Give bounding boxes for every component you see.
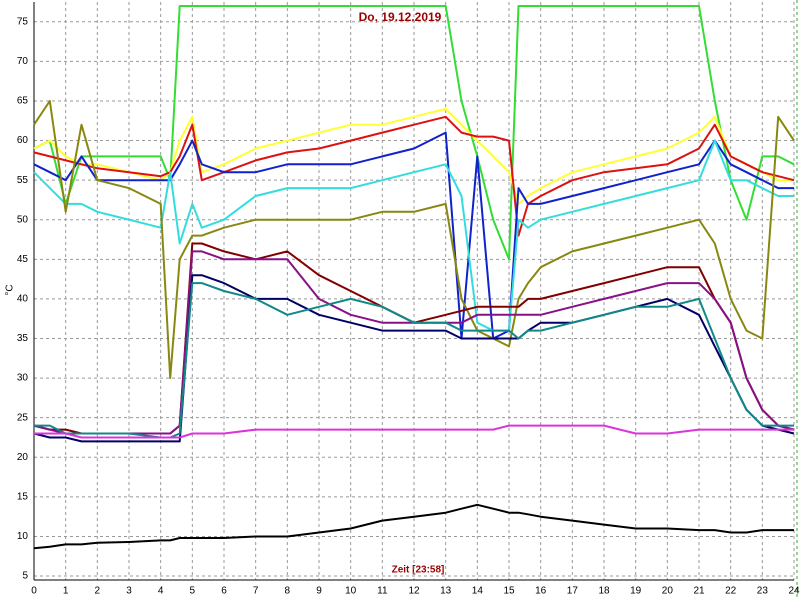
x-tick-label: 1	[63, 586, 69, 597]
x-tick-label: 15	[503, 586, 515, 597]
y-tick-label: 30	[17, 373, 29, 384]
series-line	[34, 424, 794, 439]
x-tick-label: 20	[662, 586, 674, 597]
y-axis-label: °C	[5, 284, 16, 295]
x-tick-label: 23	[757, 586, 769, 597]
x-tick-label: 14	[472, 586, 484, 597]
y-tick-label: 55	[17, 175, 29, 186]
series-line	[33, 100, 795, 380]
y-tick-label: 50	[17, 214, 29, 225]
x-tick-label: 0	[31, 586, 37, 597]
x-tick-label: 7	[253, 586, 259, 597]
y-tick-label: 20	[17, 452, 29, 463]
y-tick-label: 45	[17, 254, 29, 265]
series-line	[33, 274, 795, 443]
x-tick-label: 10	[345, 586, 357, 597]
x-tick-label: 17	[567, 586, 579, 597]
y-tick-label: 60	[17, 135, 29, 146]
series-line	[33, 5, 795, 261]
x-tick-label: 5	[190, 586, 196, 597]
y-tick-label: 15	[17, 492, 29, 503]
series-line	[33, 139, 794, 332]
x-tick-label: 13	[440, 586, 452, 597]
x-tick-label: 9	[316, 586, 322, 597]
x-tick-label: 22	[725, 586, 737, 597]
x-axis-label: Zeit [23:58]	[392, 565, 445, 576]
x-tick-label: 8	[285, 586, 291, 597]
y-tick-label: 40	[17, 294, 29, 305]
series-line	[33, 115, 795, 237]
x-tick-label: 12	[408, 586, 420, 597]
x-tick-label: 18	[598, 586, 610, 597]
y-tick-label: 75	[17, 16, 29, 27]
x-tick-label: 4	[158, 586, 164, 597]
x-tick-label: 16	[535, 586, 547, 597]
chart-title: Do, 19.12.2019	[359, 10, 442, 24]
y-tick-label: 65	[17, 96, 29, 107]
x-tick-label: 3	[126, 586, 132, 597]
x-tick-label: 11	[377, 586, 388, 597]
y-tick-label: 25	[17, 412, 29, 423]
x-tick-label: 19	[630, 586, 642, 597]
series-line	[33, 131, 794, 340]
y-tick-label: 35	[17, 333, 29, 344]
y-tick-label: 10	[17, 531, 29, 542]
x-tick-label: 2	[95, 586, 101, 597]
x-tick-label: 21	[693, 586, 705, 597]
x-tick-label: 6	[221, 586, 227, 597]
x-tick-label: 24	[788, 586, 800, 597]
series-line	[33, 503, 794, 550]
y-tick-label: 5	[22, 571, 28, 582]
y-tick-label: 70	[17, 56, 29, 67]
